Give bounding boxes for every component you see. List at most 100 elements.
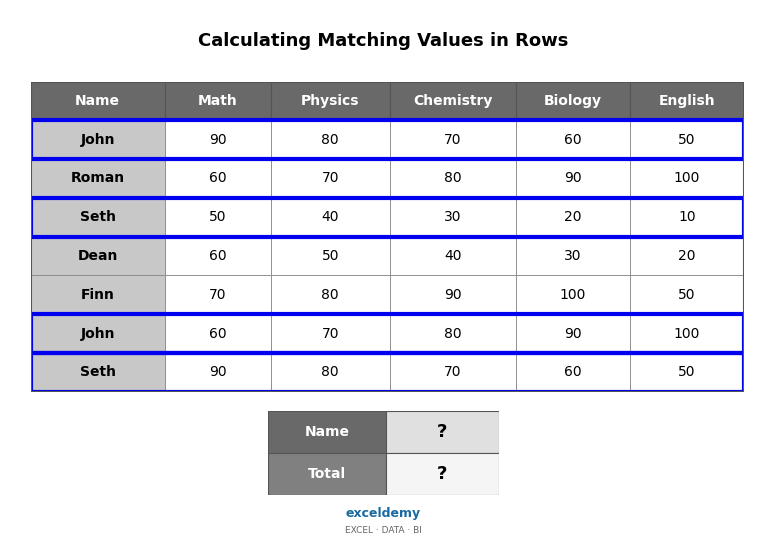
Text: Roman: Roman	[71, 171, 125, 186]
Bar	[390, 82, 516, 120]
Text: Calculating Matching Values in Rows: Calculating Matching Values in Rows	[199, 32, 568, 50]
Text: 40: 40	[444, 249, 462, 263]
Text: 40: 40	[321, 211, 339, 224]
Text: 60: 60	[564, 133, 581, 147]
Bar	[271, 159, 390, 198]
Text: 20: 20	[564, 211, 581, 224]
Bar	[271, 275, 390, 314]
Bar	[165, 159, 271, 198]
Text: 50: 50	[678, 288, 696, 302]
Bar	[386, 453, 499, 495]
Text: 60: 60	[209, 249, 226, 263]
Text: 70: 70	[209, 288, 226, 302]
Bar	[31, 82, 165, 120]
Bar	[390, 159, 516, 198]
Bar	[31, 159, 165, 198]
Text: 90: 90	[444, 288, 462, 302]
Bar	[630, 353, 744, 392]
Text: 60: 60	[209, 326, 226, 341]
Text: 50: 50	[678, 133, 696, 147]
Text: Math: Math	[198, 94, 238, 108]
Text: John: John	[81, 133, 115, 147]
Bar	[516, 237, 630, 275]
Bar	[31, 275, 165, 314]
Text: ?: ?	[437, 465, 448, 483]
Text: 100: 100	[673, 171, 700, 186]
Bar	[630, 82, 744, 120]
Bar	[165, 120, 271, 159]
Text: Chemistry: Chemistry	[413, 94, 492, 108]
Bar	[165, 314, 271, 353]
Text: 70: 70	[444, 366, 462, 379]
Bar	[630, 314, 744, 353]
Text: 80: 80	[321, 133, 339, 147]
Text: Total: Total	[308, 467, 347, 481]
Text: Biology: Biology	[544, 94, 602, 108]
Bar	[31, 198, 165, 237]
Text: 80: 80	[321, 288, 339, 302]
Text: 70: 70	[321, 326, 339, 341]
Bar	[630, 237, 744, 275]
Bar	[390, 314, 516, 353]
Bar	[516, 120, 630, 159]
Text: 10: 10	[678, 211, 696, 224]
Text: Name: Name	[75, 94, 120, 108]
Text: 30: 30	[564, 249, 581, 263]
Bar	[31, 198, 744, 237]
Bar	[31, 237, 165, 275]
Bar	[390, 237, 516, 275]
Bar	[516, 198, 630, 237]
Text: 80: 80	[321, 366, 339, 379]
Text: 90: 90	[564, 326, 581, 341]
Text: 100: 100	[560, 288, 586, 302]
Text: 70: 70	[321, 171, 339, 186]
Text: ?: ?	[437, 423, 448, 441]
Text: 20: 20	[678, 249, 696, 263]
Text: 50: 50	[321, 249, 339, 263]
Text: 50: 50	[678, 366, 696, 379]
Text: Dean: Dean	[77, 249, 118, 263]
Bar	[165, 275, 271, 314]
Bar	[516, 275, 630, 314]
Bar	[31, 314, 744, 353]
Text: Seth: Seth	[80, 366, 116, 379]
Text: 80: 80	[444, 171, 462, 186]
Text: 50: 50	[209, 211, 226, 224]
Bar	[268, 411, 386, 453]
Bar	[630, 275, 744, 314]
Text: John: John	[81, 326, 115, 341]
Bar	[516, 82, 630, 120]
Bar	[31, 353, 744, 392]
Bar	[386, 411, 499, 453]
Bar	[165, 82, 271, 120]
Text: 70: 70	[444, 133, 462, 147]
Text: Physics: Physics	[301, 94, 360, 108]
Bar	[630, 159, 744, 198]
Bar	[630, 198, 744, 237]
Bar	[271, 353, 390, 392]
Text: English: English	[659, 94, 716, 108]
Text: 90: 90	[209, 366, 226, 379]
Text: Finn: Finn	[81, 288, 114, 302]
Text: 100: 100	[673, 326, 700, 341]
Text: exceldemy: exceldemy	[346, 508, 421, 520]
Bar	[516, 353, 630, 392]
Bar	[165, 237, 271, 275]
Bar	[165, 353, 271, 392]
Bar	[516, 159, 630, 198]
Bar	[630, 120, 744, 159]
Bar	[271, 120, 390, 159]
Text: 80: 80	[444, 326, 462, 341]
Bar	[271, 82, 390, 120]
Bar	[165, 198, 271, 237]
Bar	[31, 120, 165, 159]
Text: 30: 30	[444, 211, 462, 224]
Bar	[271, 314, 390, 353]
Bar	[31, 314, 165, 353]
Bar	[390, 353, 516, 392]
Bar	[31, 120, 744, 159]
Text: Seth: Seth	[80, 211, 116, 224]
Bar	[390, 120, 516, 159]
Bar	[390, 275, 516, 314]
Bar	[31, 353, 165, 392]
